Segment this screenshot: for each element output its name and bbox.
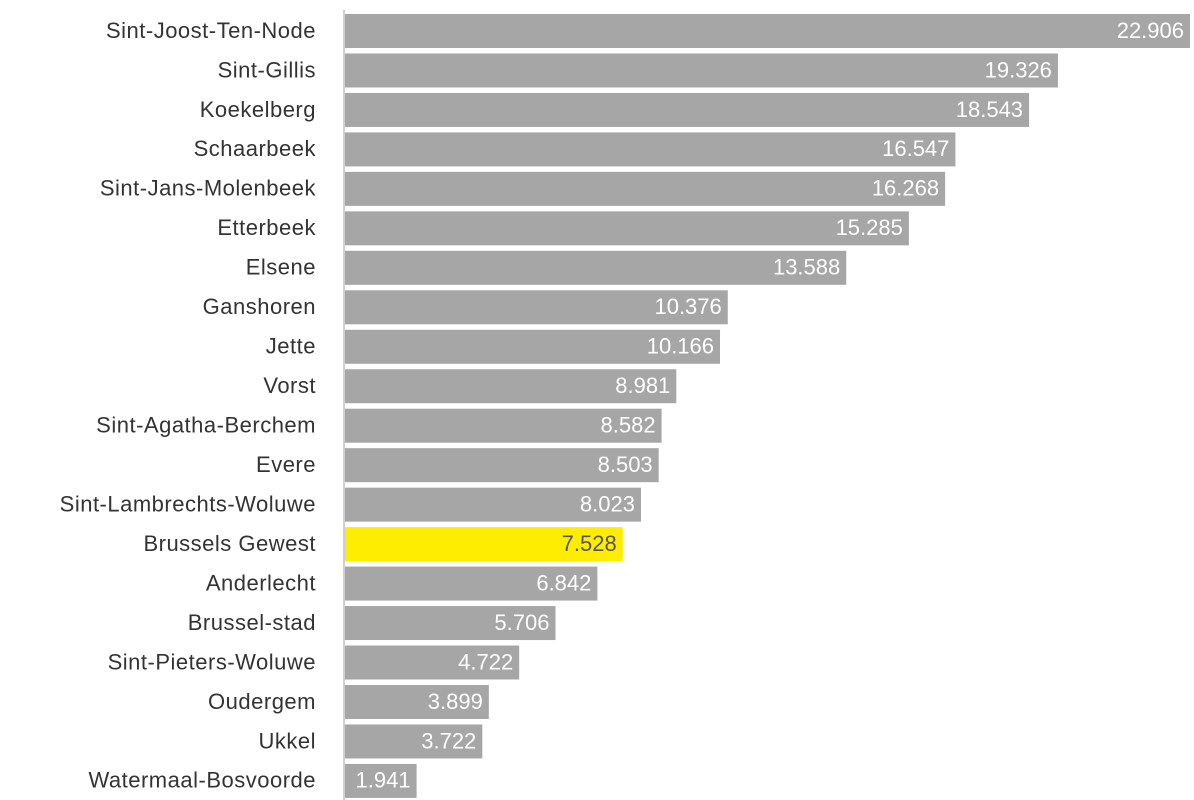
category-label: Vorst xyxy=(263,373,316,398)
bar xyxy=(345,408,662,443)
bar xyxy=(345,724,483,759)
category-label: Sint-Pieters-Woluwe xyxy=(108,649,316,674)
bar xyxy=(345,171,946,206)
bar xyxy=(345,684,489,719)
value-label: 5.706 xyxy=(494,610,549,635)
category-label: Sint-Joost-Ten-Node xyxy=(106,18,316,43)
bar xyxy=(345,14,1190,48)
value-label: 22.906 xyxy=(1117,18,1184,43)
bar xyxy=(345,329,721,364)
bar xyxy=(345,606,556,641)
category-label: Evere xyxy=(256,452,316,477)
bar xyxy=(345,369,677,404)
value-label: 4.722 xyxy=(458,649,513,674)
category-label: Brussel-stad xyxy=(188,610,316,635)
value-label: 10.166 xyxy=(647,334,714,359)
category-label: Sint-Gillis xyxy=(218,57,316,82)
bar xyxy=(345,566,598,601)
category-label: Brussels Gewest xyxy=(143,531,316,556)
category-label: Sint-Jans-Molenbeek xyxy=(100,176,317,201)
bar xyxy=(345,132,956,167)
bar xyxy=(345,645,520,680)
value-label: 3.899 xyxy=(428,689,483,714)
bar xyxy=(345,290,728,325)
value-label: 8.023 xyxy=(580,491,635,516)
value-label: 1.941 xyxy=(356,768,411,793)
category-label: Sint-Lambrechts-Woluwe xyxy=(60,491,316,516)
category-label: Etterbeek xyxy=(217,215,316,240)
value-label: 19.326 xyxy=(985,57,1052,82)
value-label: 18.543 xyxy=(956,97,1023,122)
category-label: Elsene xyxy=(246,255,316,280)
bar xyxy=(345,448,659,483)
category-label: Jette xyxy=(266,334,316,359)
bar xyxy=(345,487,641,522)
value-label: 16.547 xyxy=(882,136,949,161)
category-label: Koekelberg xyxy=(200,97,316,122)
value-label: 15.285 xyxy=(836,215,903,240)
value-label: 13.588 xyxy=(773,255,840,280)
category-label: Oudergem xyxy=(208,689,316,714)
category-label: Anderlecht xyxy=(206,570,316,595)
value-label: 3.722 xyxy=(421,728,476,753)
bar xyxy=(345,211,909,246)
value-label: 16.268 xyxy=(872,176,939,201)
category-label: Ganshoren xyxy=(203,294,316,319)
value-label: 10.376 xyxy=(654,294,721,319)
category-label: Schaarbeek xyxy=(194,136,317,161)
category-label: Watermaal-Bosvoorde xyxy=(88,768,316,793)
bar xyxy=(345,53,1058,88)
bar xyxy=(345,92,1030,127)
category-label: Sint-Agatha-Berchem xyxy=(96,413,316,438)
value-label: 6.842 xyxy=(536,570,591,595)
value-label: 8.503 xyxy=(598,452,653,477)
value-label: 8.582 xyxy=(601,413,656,438)
category-label: Ukkel xyxy=(258,728,316,753)
bar xyxy=(345,527,623,562)
value-label: 8.981 xyxy=(615,373,670,398)
bar xyxy=(345,250,847,285)
value-label: 7.528 xyxy=(562,531,617,556)
bar xyxy=(345,763,417,798)
